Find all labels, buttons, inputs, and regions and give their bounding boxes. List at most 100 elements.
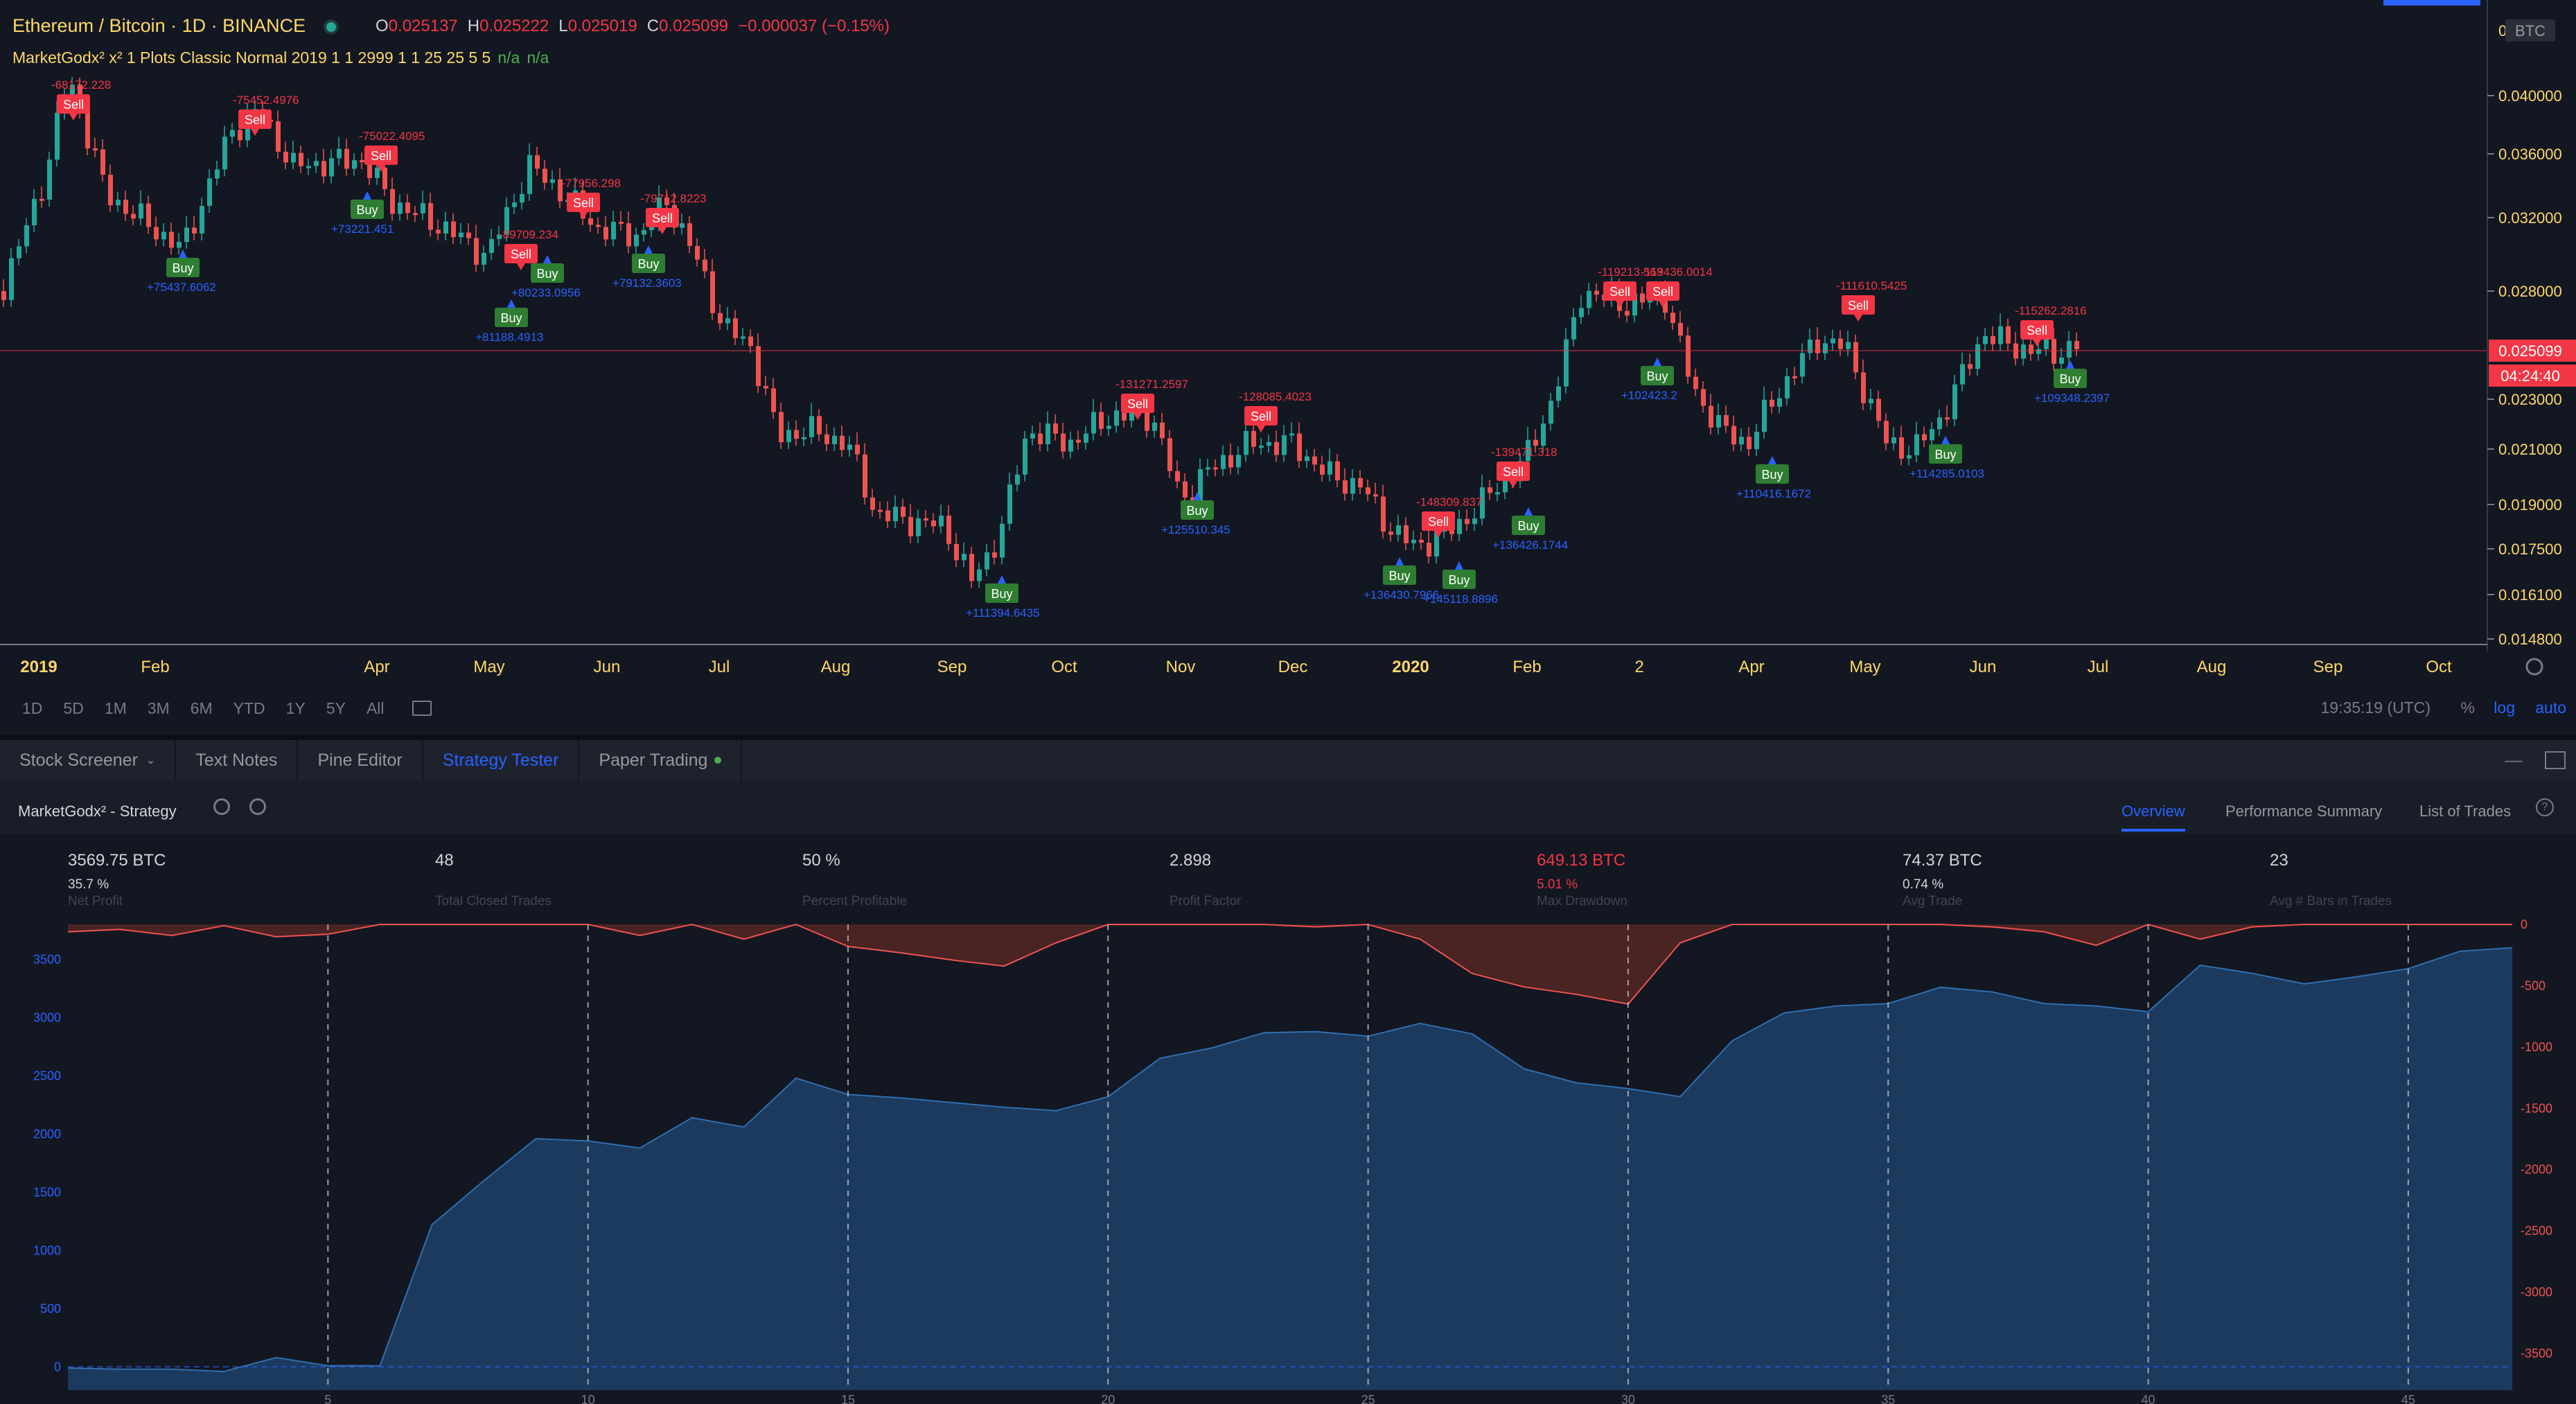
gear-icon[interactable] bbox=[2525, 658, 2543, 676]
sell-signal-value: -79712.8223 bbox=[640, 192, 706, 205]
candle-body bbox=[413, 213, 418, 216]
range-button-1y[interactable]: 1Y bbox=[285, 699, 306, 717]
alert-clock-icon[interactable] bbox=[249, 798, 266, 815]
ohlc-l-label: L bbox=[558, 17, 568, 35]
buy-signal[interactable]: Buy +136430.7966 bbox=[1364, 557, 1439, 602]
buy-arrow-icon bbox=[1768, 456, 1776, 464]
scroll-indicator[interactable] bbox=[2383, 0, 2480, 6]
strategy-name[interactable]: MarketGodx² - Strategy bbox=[18, 802, 177, 820]
maximize-icon[interactable] bbox=[2534, 740, 2576, 780]
gear-icon[interactable] bbox=[213, 798, 230, 815]
candle-body bbox=[1335, 461, 1340, 481]
tab-pine-editor[interactable]: Pine Editor bbox=[298, 740, 423, 780]
tab-performance-summary[interactable]: Performance Summary bbox=[2225, 802, 2383, 820]
buy-badge bbox=[1512, 516, 1545, 535]
tab-list-of-trades[interactable]: List of Trades bbox=[2419, 802, 2512, 820]
stat-sub bbox=[802, 877, 907, 893]
sell-signal[interactable]: -115262.2816 Sell bbox=[2015, 304, 2087, 346]
price-axis[interactable]: 0.040000 0.036000 0.032000 0.028000 0.025099… bbox=[2487, 19, 2576, 648]
buy-signal[interactable]: Buy +79132.3603 bbox=[612, 245, 682, 290]
sell-signal[interactable]: -148309.837 Sell bbox=[1416, 495, 1482, 538]
candle-body bbox=[1053, 423, 1058, 434]
buy-signal[interactable]: Buy +75437.6062 bbox=[147, 249, 216, 294]
candle-body bbox=[1853, 342, 1858, 373]
buy-signal[interactable]: Buy +136426.1744 bbox=[1492, 507, 1568, 552]
candle-body bbox=[1541, 423, 1546, 446]
candle-body bbox=[32, 198, 37, 226]
candle-body bbox=[222, 137, 227, 170]
y-tick-right-label: -2000 bbox=[2521, 1163, 2552, 1177]
buy-signal[interactable]: Buy +73221.451 bbox=[331, 191, 394, 236]
panel-divider[interactable] bbox=[0, 735, 2576, 740]
buy-signal[interactable]: Buy +125510.345 bbox=[1161, 492, 1230, 536]
candle-body bbox=[1579, 308, 1584, 317]
range-button-ytd[interactable]: YTD bbox=[233, 699, 265, 717]
range-button-1d[interactable]: 1D bbox=[22, 699, 43, 717]
sell-arrow-icon bbox=[517, 263, 525, 270]
range-button-1m[interactable]: 1M bbox=[104, 699, 127, 717]
help-icon[interactable]: ? bbox=[2536, 798, 2554, 816]
x-tick-label: 25 bbox=[1361, 1393, 1375, 1404]
buy-signal[interactable]: Buy +145118.8896 bbox=[1423, 561, 1498, 606]
percent-scale-button[interactable]: % bbox=[2460, 699, 2475, 717]
buy-signal[interactable]: Buy +111394.6435 bbox=[966, 575, 1040, 620]
sell-signal[interactable]: -119213.563 Sell bbox=[1598, 265, 1663, 308]
buy-signal[interactable]: Buy +114285.0103 bbox=[1909, 436, 1984, 480]
auto-scale-button[interactable]: auto bbox=[2535, 699, 2566, 717]
buy-signal[interactable]: Buy +81188.4913 bbox=[475, 299, 543, 344]
buy-badge-label: Buy bbox=[1388, 569, 1410, 583]
currency-badge[interactable] bbox=[2505, 19, 2555, 42]
buy-signal[interactable]: Buy +102423.2 bbox=[1621, 358, 1677, 402]
candle-body bbox=[344, 148, 349, 169]
tab-stock-screener[interactable]: Stock Screener ⌄ bbox=[0, 740, 177, 780]
candle-body bbox=[283, 152, 288, 163]
range-button-5y[interactable]: 5Y bbox=[326, 699, 346, 717]
indicator-legend[interactable]: MarketGodx² x² 1 Plots Classic Normal 20… bbox=[12, 49, 549, 67]
candle-body bbox=[1015, 474, 1020, 485]
y-tick-left-label: 1500 bbox=[33, 1185, 61, 1199]
utc-clock[interactable]: 19:35:19 (UTC) bbox=[2320, 699, 2431, 717]
buy-signal[interactable]: Buy +110416.1672 bbox=[1736, 456, 1811, 500]
sell-signal[interactable]: -79712.8223 Sell bbox=[640, 192, 706, 234]
calendar-icon[interactable] bbox=[412, 701, 432, 716]
tab-strategy-tester[interactable]: Strategy Tester bbox=[423, 740, 580, 780]
sell-signal[interactable]: -111610.5425 Sell bbox=[1836, 279, 1907, 322]
time-axis[interactable]: 2019 Feb Apr May Jun Jul Aug Sep Oct Nov Dec 2020 Fe… bbox=[20, 658, 2543, 676]
candle-body bbox=[1770, 399, 1774, 407]
sell-arrow-icon bbox=[1257, 425, 1265, 432]
sell-signal[interactable]: -139471.318 Sell bbox=[1491, 446, 1557, 488]
sell-signal[interactable]: -77956.298 Sell bbox=[561, 177, 621, 219]
candle-body bbox=[916, 518, 921, 536]
sell-signal[interactable]: -75022.4095 Sell bbox=[359, 130, 425, 172]
range-button-3m[interactable]: 3M bbox=[147, 699, 170, 717]
candle-body bbox=[512, 202, 517, 207]
log-scale-button[interactable]: log bbox=[2494, 699, 2515, 717]
buy-badge-label: Buy bbox=[1186, 504, 1208, 518]
sell-signal[interactable]: -75452.4976 Sell bbox=[233, 94, 299, 136]
sell-signal[interactable]: -119436.0014 Sell bbox=[1641, 265, 1713, 308]
sell-signal[interactable]: -131271.2597 Sell bbox=[1115, 378, 1188, 420]
x-tick-label: 30 bbox=[1621, 1393, 1635, 1404]
sell-signal[interactable]: -68172.228 Sell bbox=[51, 78, 111, 121]
candle-body bbox=[695, 245, 700, 260]
range-button-5d[interactable]: 5D bbox=[63, 699, 84, 717]
candle-body bbox=[771, 388, 776, 412]
candle-body bbox=[1556, 386, 1561, 401]
equity-chart[interactable]: 5 10 15 20 25 30 35 40 45 3500 3000 2500 2000 1500 100… bbox=[0, 919, 2576, 1404]
buy-signal[interactable]: Buy +80233.0956 bbox=[511, 255, 581, 299]
tab-overview[interactable]: Overview bbox=[2121, 802, 2185, 820]
sell-badge-label: Sell bbox=[1251, 410, 1271, 423]
tab-text-notes[interactable]: Text Notes bbox=[176, 740, 299, 780]
current-price-label-bg bbox=[2489, 340, 2576, 362]
tab-paper-trading[interactable]: Paper Trading bbox=[579, 740, 743, 780]
sell-signal[interactable]: -128085.4023 Sell bbox=[1239, 390, 1312, 432]
symbol-title[interactable]: Ethereum / Bitcoin · 1D · BINANCE bbox=[12, 15, 351, 37]
candle-body bbox=[1312, 456, 1317, 465]
candle-body bbox=[1876, 398, 1881, 421]
range-button-all[interactable]: All bbox=[366, 699, 385, 717]
sell-signal[interactable]: -89709.234 Sell bbox=[499, 228, 558, 270]
minimize-icon[interactable]: — bbox=[2505, 750, 2523, 770]
range-button-6m[interactable]: 6M bbox=[190, 699, 213, 717]
buy-signal[interactable]: Buy +109348.2397 bbox=[2034, 360, 2110, 405]
